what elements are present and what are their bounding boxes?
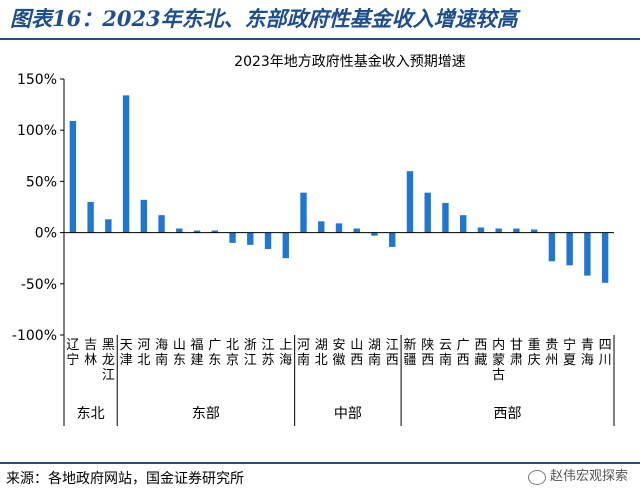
figure-heading: 图表16：2023年东北、东部政府性基金收入增速较高	[10, 6, 518, 31]
bar-18	[389, 232, 396, 247]
x-category-label: 江苏	[262, 338, 275, 368]
bar-12	[282, 232, 289, 259]
y-tick-label: 150%	[17, 72, 57, 88]
x-category-label: 辽宁	[66, 338, 79, 368]
x-category-label: 广东	[208, 338, 221, 368]
x-category-label: 新疆	[403, 337, 416, 368]
x-category-label: 西藏	[474, 338, 487, 368]
bar-10	[247, 232, 254, 245]
x-category-label: 青海	[581, 338, 594, 368]
x-axis: 辽宁吉林黑龙江天津河北海南山东福建广东北京浙江江苏上海河南湖北安徽山西湖南江西新…	[63, 232, 615, 426]
x-category-label: 陕西	[421, 338, 434, 368]
source-note: 来源：各地政府网站，国金证券研究所	[6, 471, 244, 487]
chart-title: 2023年地方政府性基金收入预期增速	[234, 53, 466, 70]
x-category-label: 四川	[599, 338, 612, 368]
bar-0	[69, 120, 77, 233]
x-category-label: 河北	[137, 338, 150, 368]
bar-21	[442, 202, 449, 233]
group-label: 中部	[334, 406, 362, 422]
group-label: 东北	[77, 406, 105, 422]
x-category-label: 山东	[173, 338, 186, 368]
y-tick-label: -50%	[21, 277, 57, 293]
bar-chart: 2023年地方政府性基金收入预期增速 150% 100% 50% 0% -50% -100…	[12, 53, 615, 426]
y-tick-label: 100%	[17, 123, 57, 139]
x-category-label: 安徽	[332, 338, 345, 368]
watermark-text: 赵伟宏观探索	[549, 469, 628, 484]
wechat-icon	[527, 469, 546, 485]
x-category-label: 黑龙江	[102, 338, 115, 383]
bar-3	[122, 95, 130, 233]
bar-4	[140, 199, 148, 233]
group-label: 西部	[494, 406, 522, 422]
x-category-label: 山西	[350, 338, 363, 368]
bar-5	[158, 215, 165, 233]
bar-14	[318, 221, 325, 233]
y-tick-label: 0%	[35, 226, 57, 242]
bar-8	[211, 230, 218, 233]
y-axis: 150% 100% 50% 0% -50% -100%	[12, 72, 65, 344]
bar-19	[406, 171, 414, 233]
x-category-label: 吉林	[84, 338, 97, 368]
bar-22	[460, 215, 467, 233]
watermark: 赵伟宏观探索	[527, 466, 628, 488]
x-category-label: 海南	[155, 338, 168, 368]
bar-2	[105, 219, 112, 233]
bar-25	[513, 228, 520, 233]
bar-7	[193, 230, 201, 233]
x-category-label: 湖北	[315, 338, 328, 368]
bar-26	[530, 229, 538, 233]
bars	[69, 95, 609, 283]
x-category-label: 河南	[297, 338, 310, 368]
x-category-label: 北京	[226, 338, 239, 368]
bottom-rule	[0, 462, 640, 464]
x-category-label: 宁夏	[563, 337, 576, 368]
x-category-label: 上海	[279, 338, 292, 368]
bar-29	[584, 232, 591, 276]
x-category-label: 天津	[120, 338, 133, 368]
x-category-label: 甘肃	[510, 338, 523, 368]
top-rule	[0, 38, 640, 40]
bar-1	[87, 201, 94, 233]
bar-24	[495, 228, 502, 233]
bar-28	[566, 232, 573, 266]
x-category-label: 广西	[457, 338, 470, 368]
x-category-label: 内蒙古	[492, 337, 505, 383]
x-category-label: 重庆	[528, 337, 541, 368]
x-category-label: 贵州	[545, 338, 558, 368]
y-tick-label: -100%	[12, 328, 57, 344]
bar-6	[176, 228, 183, 233]
bar-13	[300, 192, 307, 233]
group-label: 东部	[192, 406, 220, 422]
x-category-label: 江西	[386, 338, 399, 368]
bar-20	[424, 192, 431, 233]
bar-27	[548, 232, 556, 262]
x-category-label: 福建	[191, 338, 204, 368]
bar-9	[229, 232, 236, 243]
y-tick-label: 50%	[26, 174, 57, 190]
bar-16	[353, 228, 360, 233]
bar-30	[601, 232, 609, 283]
x-category-label: 云南	[439, 338, 452, 368]
bar-17	[371, 232, 378, 236]
bar-11	[264, 232, 272, 249]
x-category-label: 湖南	[368, 338, 381, 368]
bar-15	[335, 223, 343, 233]
x-category-label: 浙江	[244, 338, 257, 368]
bar-23	[477, 227, 485, 233]
